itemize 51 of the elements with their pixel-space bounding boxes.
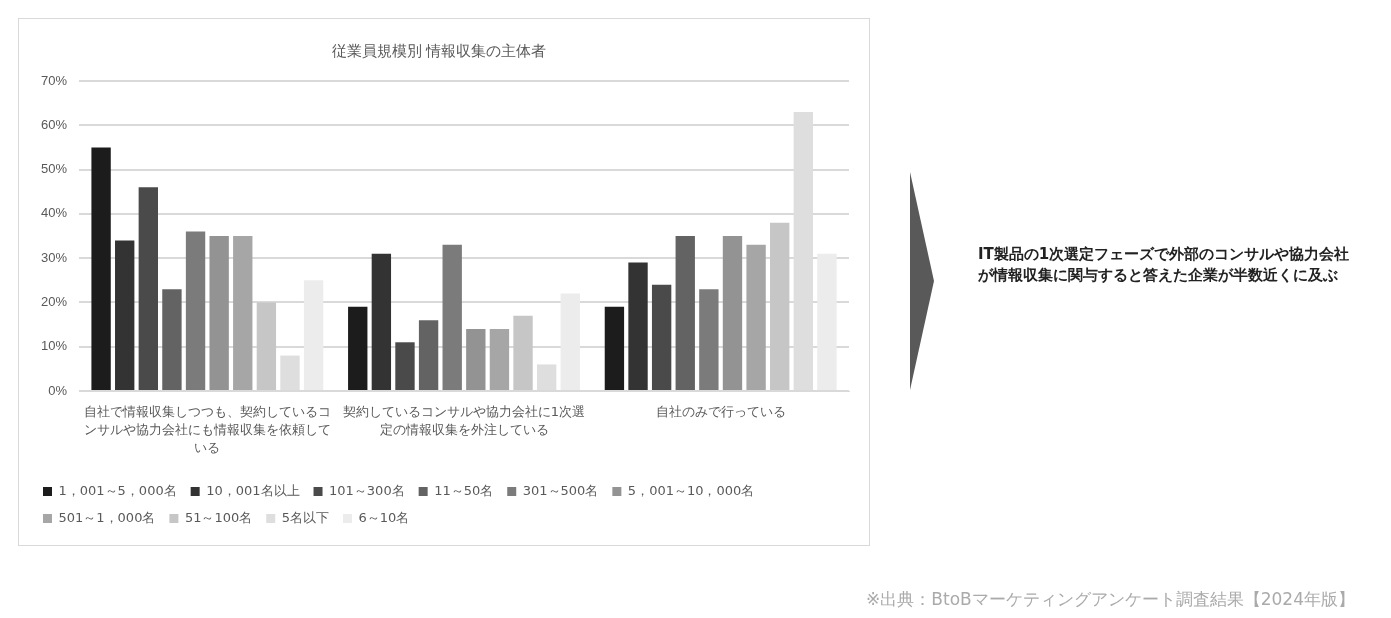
bar xyxy=(817,253,837,390)
legend-label: 5名以下 xyxy=(281,509,330,525)
bar xyxy=(513,315,533,390)
legend-label: 11～50名 xyxy=(434,482,494,498)
bar xyxy=(395,342,415,390)
legend-label: 301～500名 xyxy=(522,482,599,498)
bar xyxy=(209,236,229,390)
legend-label: 5，001～10，000名 xyxy=(627,482,755,498)
chart-title: 従業員規模別 情報収集の主体者 xyxy=(331,41,547,60)
bar xyxy=(746,244,766,390)
bar xyxy=(115,240,135,390)
legend-label: 501～1，000名 xyxy=(58,509,156,525)
bar xyxy=(185,231,206,390)
bar xyxy=(138,187,158,390)
legend-label: 10，001名以上 xyxy=(206,482,300,498)
bar xyxy=(91,147,111,390)
bar xyxy=(560,293,580,390)
bar xyxy=(604,306,625,390)
x-tick-label: 自社のみで行っている xyxy=(654,403,787,421)
y-tick-label: 20% xyxy=(40,294,68,310)
bar xyxy=(770,222,790,390)
bar xyxy=(489,329,510,390)
y-tick-label: 0% xyxy=(48,382,68,398)
legend-label: 101～300名 xyxy=(329,482,405,498)
bar xyxy=(628,262,648,390)
x-tick-label: 自社で情報収集しつつも、契約しているコンサルや協力会社にも情報収集を依頼している xyxy=(82,403,332,457)
bar xyxy=(233,236,253,390)
bar xyxy=(371,253,392,390)
x-tick-label: 契約しているコンサルや協力会社に1次選定の情報収集を外注している xyxy=(341,403,587,439)
bar xyxy=(651,284,672,390)
bar xyxy=(348,306,368,390)
bar xyxy=(162,289,182,390)
bar xyxy=(418,320,439,390)
bar xyxy=(675,236,695,390)
legend-label: 1，001～5，000名 xyxy=(58,482,177,498)
bar xyxy=(699,289,719,390)
legend-label: 51～100名 xyxy=(184,509,253,525)
bar xyxy=(442,244,462,390)
y-tick-label: 30% xyxy=(40,249,68,265)
bar xyxy=(256,302,277,390)
y-tick-label: 70% xyxy=(40,72,68,88)
bar xyxy=(303,280,324,390)
bar xyxy=(466,329,486,390)
bar xyxy=(722,236,743,390)
text: IT製品の1次選定フェーズで外部のコンサルや協力会社が情報収集に関与すると答えた企業が半数近くに及ぶ xyxy=(978,244,1351,286)
text: ※出典：BtoBマーケティングアンケート調査結果【2024年版】 xyxy=(866,588,1355,611)
y-tick-label: 50% xyxy=(40,161,68,177)
y-tick-label: 10% xyxy=(40,338,68,354)
y-tick-label: 40% xyxy=(40,205,68,221)
legend-label: 6～10名 xyxy=(358,509,410,525)
y-tick-label: 60% xyxy=(40,116,68,132)
